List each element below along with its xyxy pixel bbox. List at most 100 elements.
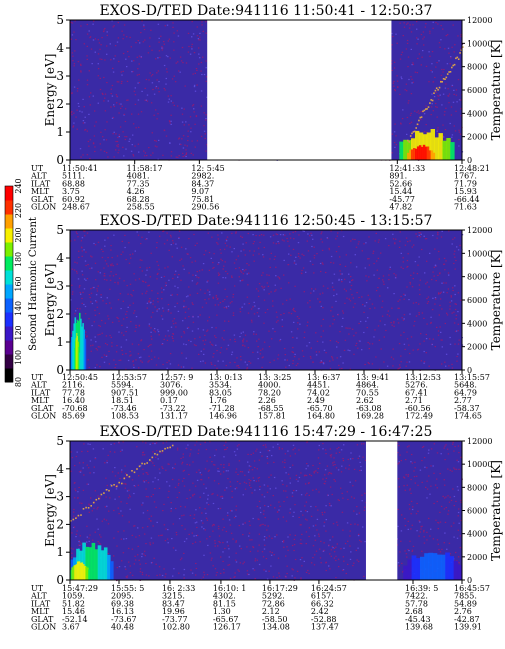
noise-dot <box>271 338 273 340</box>
temperature-point <box>154 453 156 455</box>
noise-dot <box>403 318 405 320</box>
noise-dot <box>212 493 214 495</box>
noise-dot <box>82 122 85 124</box>
noise-dot <box>443 542 445 544</box>
noise-dot <box>259 353 261 355</box>
noise-dot <box>404 89 406 91</box>
noise-dot <box>90 48 93 50</box>
noise-dot <box>105 139 108 141</box>
noise-dot <box>276 534 278 536</box>
spectrogram-panel-1: EXOS-D/TED Date:941116 11:50:41 - 12:50:… <box>30 3 503 212</box>
noise-dot <box>127 497 130 499</box>
noise-dot <box>285 472 287 474</box>
noise-dot <box>453 536 455 538</box>
noise-dot <box>416 37 418 39</box>
noise-dot <box>447 468 449 470</box>
noise-dot <box>200 474 203 476</box>
noise-dot <box>294 447 296 449</box>
noise-dot <box>253 331 255 333</box>
orbit-cell: 16:24:57 <box>311 584 347 593</box>
noise-dot <box>318 351 320 353</box>
noise-dot <box>141 270 143 272</box>
noise-dot <box>302 230 304 232</box>
noise-dot <box>108 363 111 365</box>
noise-dot <box>263 234 265 236</box>
noise-dot <box>263 548 266 550</box>
temperature-point <box>425 108 427 110</box>
noise-dot <box>176 302 179 304</box>
noise-dot <box>110 93 112 95</box>
noise-dot <box>357 560 360 563</box>
noise-dot <box>355 549 357 551</box>
orbit-cell: 6157. <box>311 592 334 601</box>
noise-dot <box>75 490 77 492</box>
noise-dot <box>261 366 263 368</box>
noise-dot <box>138 55 141 57</box>
noise-dot <box>83 278 86 280</box>
noise-dot <box>90 255 92 257</box>
noise-dot <box>187 253 189 255</box>
enhancement-cell <box>91 542 96 580</box>
noise-dot <box>214 542 216 544</box>
noise-dot <box>371 363 374 365</box>
noise-dot <box>408 27 411 29</box>
noise-dot <box>335 546 337 548</box>
noise-dot <box>162 307 164 309</box>
noise-dot <box>183 485 186 487</box>
noise-dot <box>285 555 287 557</box>
noise-dot <box>353 510 355 512</box>
noise-dot <box>206 538 208 540</box>
noise-dot <box>416 43 418 45</box>
noise-dot <box>455 303 457 305</box>
noise-dot <box>158 268 160 270</box>
noise-dot <box>212 523 215 526</box>
noise-dot <box>125 313 127 315</box>
noise-dot <box>237 255 239 257</box>
noise-dot <box>109 497 111 499</box>
noise-dot <box>249 539 251 541</box>
noise-dot <box>252 243 255 245</box>
noise-dot <box>247 312 250 314</box>
noise-dot <box>297 363 299 365</box>
noise-dot <box>438 42 441 44</box>
temperature-point <box>452 64 454 67</box>
noise-dot <box>329 340 332 342</box>
noise-dot <box>292 351 294 353</box>
noise-dot <box>147 361 149 363</box>
noise-dot <box>441 282 443 284</box>
noise-dot <box>171 478 174 481</box>
noise-dot <box>252 568 254 570</box>
noise-dot <box>149 276 152 278</box>
noise-dot <box>167 56 169 58</box>
noise-dot <box>143 454 146 456</box>
colorbar-tick-label: 100 <box>14 350 23 365</box>
noise-dot <box>352 279 354 281</box>
noise-dot <box>416 236 419 238</box>
orbit-cell: 2982. <box>191 172 214 181</box>
noise-dot <box>423 113 426 115</box>
noise-dot <box>338 566 340 568</box>
noise-dot <box>206 502 208 504</box>
noise-dot <box>181 463 183 465</box>
noise-dot <box>189 514 192 517</box>
noise-dot <box>391 69 393 71</box>
noise-dot <box>401 51 404 53</box>
noise-dot <box>99 346 101 348</box>
noise-dot <box>261 494 263 496</box>
noise-dot <box>217 243 219 245</box>
noise-dot <box>219 473 222 475</box>
noise-dot <box>294 558 297 561</box>
noise-dot <box>175 62 177 64</box>
orbit-table: UTALTILATMLTGLATGLON11:50:415111.68.883.… <box>30 160 490 212</box>
noise-dot <box>423 44 425 46</box>
noise-dot <box>407 56 410 58</box>
temperature-point <box>131 470 133 472</box>
noise-dot <box>106 53 108 55</box>
orbit-cell: 3076. <box>160 381 183 390</box>
noise-dot <box>390 356 393 358</box>
noise-dot <box>71 34 74 36</box>
noise-dot <box>260 349 262 351</box>
noise-dot <box>171 256 173 258</box>
noise-dot <box>262 287 264 289</box>
noise-dot <box>217 360 219 362</box>
